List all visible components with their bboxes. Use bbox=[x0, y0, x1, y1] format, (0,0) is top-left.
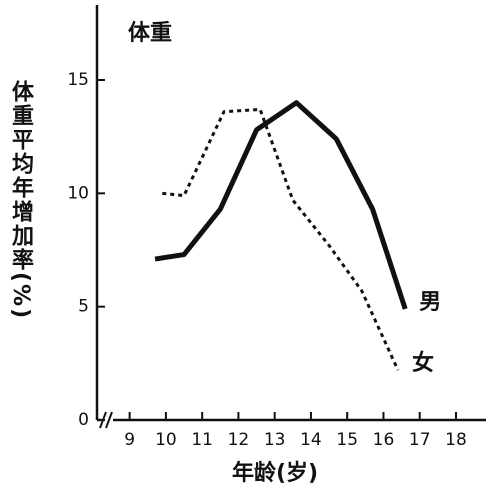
y-tick-label: 5 bbox=[78, 297, 89, 317]
x-tick-label: 18 bbox=[445, 430, 467, 450]
x-tick-label: 10 bbox=[155, 430, 177, 450]
x-tick-label: 13 bbox=[264, 430, 286, 450]
x-tick-label: 11 bbox=[191, 430, 213, 450]
x-tick-label: 12 bbox=[228, 430, 250, 450]
chart-title: 体重 bbox=[128, 21, 172, 46]
x-tick-label: 14 bbox=[300, 430, 322, 450]
x-axis-label: 年龄(岁) bbox=[232, 460, 318, 486]
y-tick-label: 15 bbox=[67, 70, 89, 90]
y-axis-label: 体重平均年增加率(%) bbox=[8, 80, 35, 320]
y-tick-label: 10 bbox=[67, 183, 89, 203]
x-tick-label: 16 bbox=[373, 430, 395, 450]
axis-break bbox=[105, 411, 113, 429]
x-tick-label: 9 bbox=[124, 430, 135, 450]
series-label: 男 bbox=[419, 290, 441, 315]
series-line bbox=[162, 107, 400, 371]
series-line bbox=[154, 100, 408, 310]
x-tick-label: 17 bbox=[409, 430, 431, 450]
x-tick-label: 15 bbox=[336, 430, 358, 450]
y-tick-label: 0 bbox=[78, 410, 89, 430]
series-label: 女 bbox=[412, 350, 434, 376]
